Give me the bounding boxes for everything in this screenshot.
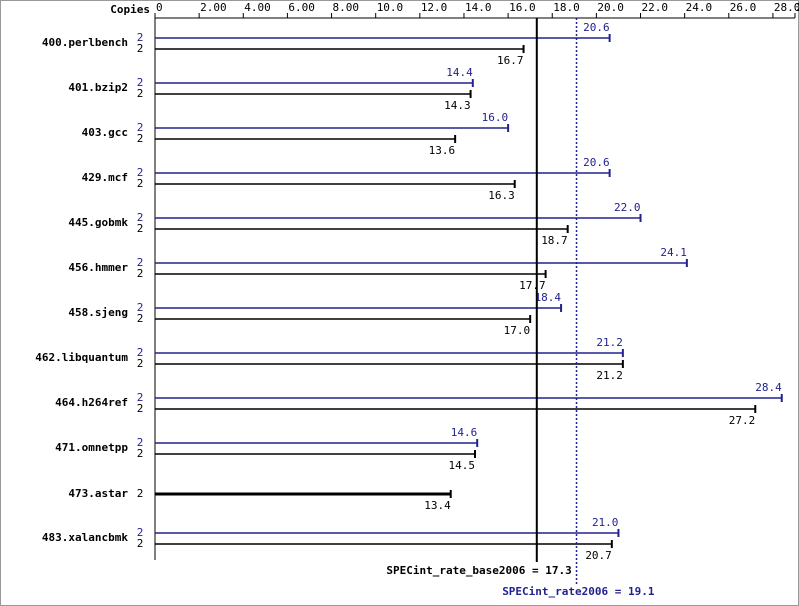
- x-tick-label: 12.0: [421, 1, 448, 14]
- copies-label: 2: [137, 222, 144, 235]
- benchmark-label: 483.xalancbmk: [42, 531, 128, 544]
- benchmark-label: 445.gobmk: [68, 216, 128, 229]
- copies-label: 2: [137, 87, 144, 100]
- value-label: 20.7: [585, 549, 612, 562]
- value-label: 13.6: [429, 144, 456, 157]
- copies-label: 2: [137, 132, 144, 145]
- copies-label: 2: [137, 166, 144, 179]
- value-label: 16.7: [497, 54, 524, 67]
- x-tick-label: 29.0: [796, 1, 799, 14]
- x-tick-label: 4.00: [244, 1, 271, 14]
- copies-label: 2: [137, 537, 144, 550]
- benchmark-label: 464.h264ref: [55, 396, 128, 409]
- copies-label: 2: [137, 301, 144, 314]
- copies-label: 2: [137, 76, 144, 89]
- value-label: 20.6: [583, 21, 610, 34]
- benchmark-label: 462.libquantum: [35, 351, 128, 364]
- value-label: 13.4: [424, 499, 451, 512]
- value-label: 14.6: [451, 426, 478, 439]
- value-label: 16.0: [482, 111, 509, 124]
- x-tick-label: 14.0: [465, 1, 492, 14]
- copies-label: 2: [137, 357, 144, 370]
- value-label: 21.0: [592, 516, 619, 529]
- copies-label: 2: [137, 256, 144, 269]
- value-label: 14.4: [446, 66, 473, 79]
- x-tick-label: 0: [156, 1, 163, 14]
- value-label: 22.0: [614, 201, 641, 214]
- copies-label: 2: [137, 121, 144, 134]
- x-tick-label: 16.0: [509, 1, 536, 14]
- copies-label: 2: [137, 211, 144, 224]
- copies-label: 2: [137, 346, 144, 359]
- value-label: 17.0: [504, 324, 531, 337]
- copies-label: 2: [137, 447, 144, 460]
- value-label: 24.1: [660, 246, 687, 259]
- copies-label: 2: [137, 487, 144, 500]
- benchmark-label: 456.hmmer: [68, 261, 128, 274]
- benchmark-label: 429.mcf: [82, 171, 128, 184]
- copies-label: 2: [137, 42, 144, 55]
- value-label: 16.3: [488, 189, 515, 202]
- x-tick-label: 18.0: [553, 1, 580, 14]
- copies-label: 2: [137, 402, 144, 415]
- copies-label: 2: [137, 312, 144, 325]
- value-label: 18.4: [535, 291, 562, 304]
- value-label: 20.6: [583, 156, 610, 169]
- copies-label: 2: [137, 436, 144, 449]
- benchmark-label: 458.sjeng: [68, 306, 128, 319]
- x-tick-label: 8.00: [333, 1, 360, 14]
- copies-label: 2: [137, 177, 144, 190]
- copies-label: 2: [137, 391, 144, 404]
- copies-label: 2: [137, 526, 144, 539]
- benchmark-label: 473.astar: [68, 487, 128, 500]
- benchmark-label: 471.omnetpp: [55, 441, 128, 454]
- value-label: 28.4: [755, 381, 782, 394]
- benchmark-label: 403.gcc: [82, 126, 128, 139]
- summary-label: SPECint_rate2006 = 19.1: [502, 585, 655, 598]
- x-tick-label: 2.00: [200, 1, 227, 14]
- x-tick-label: 22.0: [642, 1, 669, 14]
- value-label: 14.5: [449, 459, 476, 472]
- copies-label: 2: [137, 267, 144, 280]
- x-tick-label: 10.0: [377, 1, 404, 14]
- value-label: 18.7: [541, 234, 568, 247]
- value-label: 17.7: [519, 279, 546, 292]
- x-tick-label: 20.0: [597, 1, 624, 14]
- benchmark-label: 401.bzip2: [68, 81, 128, 94]
- value-label: 21.2: [596, 369, 623, 382]
- x-tick-label: 26.0: [730, 1, 757, 14]
- value-label: 21.2: [596, 336, 623, 349]
- value-label: 27.2: [729, 414, 756, 427]
- benchmark-label: 400.perlbench: [42, 36, 128, 49]
- copies-label: 2: [137, 31, 144, 44]
- x-tick-label: 6.00: [288, 1, 315, 14]
- x-tick-label: 28.0: [774, 1, 799, 14]
- x-tick-label: 24.0: [686, 1, 713, 14]
- copies-header: Copies: [110, 3, 150, 16]
- summary-label: SPECint_rate_base2006 = 17.3: [386, 564, 571, 577]
- value-label: 14.3: [444, 99, 471, 112]
